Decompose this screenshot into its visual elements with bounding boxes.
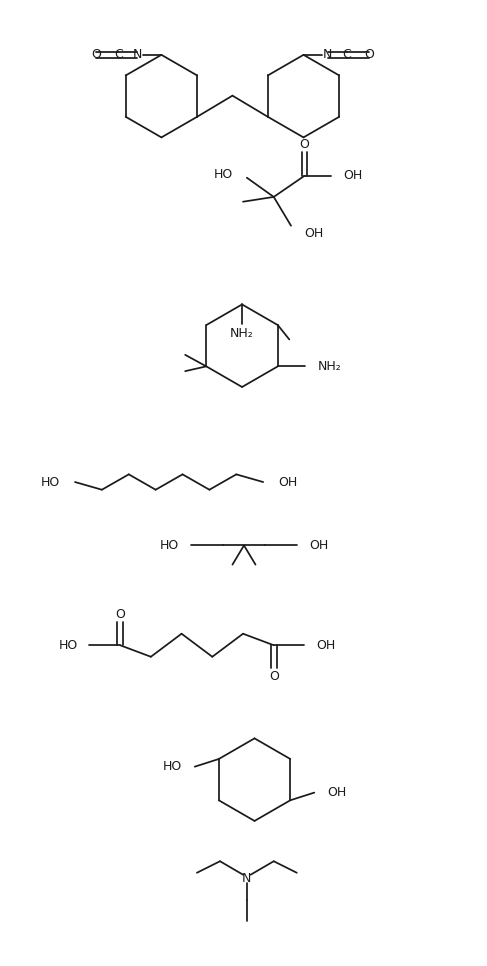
Text: NH₂: NH₂ <box>318 360 342 373</box>
Text: O: O <box>364 48 374 61</box>
Text: N: N <box>133 48 142 61</box>
Text: HO: HO <box>214 168 233 182</box>
Text: OH: OH <box>343 169 362 183</box>
Text: HO: HO <box>159 539 179 552</box>
Text: NH₂: NH₂ <box>230 327 254 340</box>
Text: OH: OH <box>328 786 347 799</box>
Text: OH: OH <box>304 227 324 240</box>
Text: HO: HO <box>40 475 60 489</box>
Text: OH: OH <box>316 639 335 652</box>
Text: O: O <box>91 48 101 61</box>
Text: C: C <box>114 48 123 61</box>
Text: O: O <box>269 670 279 683</box>
Text: C: C <box>342 48 351 61</box>
Text: HO: HO <box>163 760 182 773</box>
Text: N: N <box>323 48 332 61</box>
Text: N: N <box>242 872 252 885</box>
Text: HO: HO <box>58 639 78 652</box>
Text: OH: OH <box>309 539 329 552</box>
Text: OH: OH <box>279 475 298 489</box>
Text: O: O <box>115 608 125 621</box>
Text: O: O <box>300 137 309 151</box>
